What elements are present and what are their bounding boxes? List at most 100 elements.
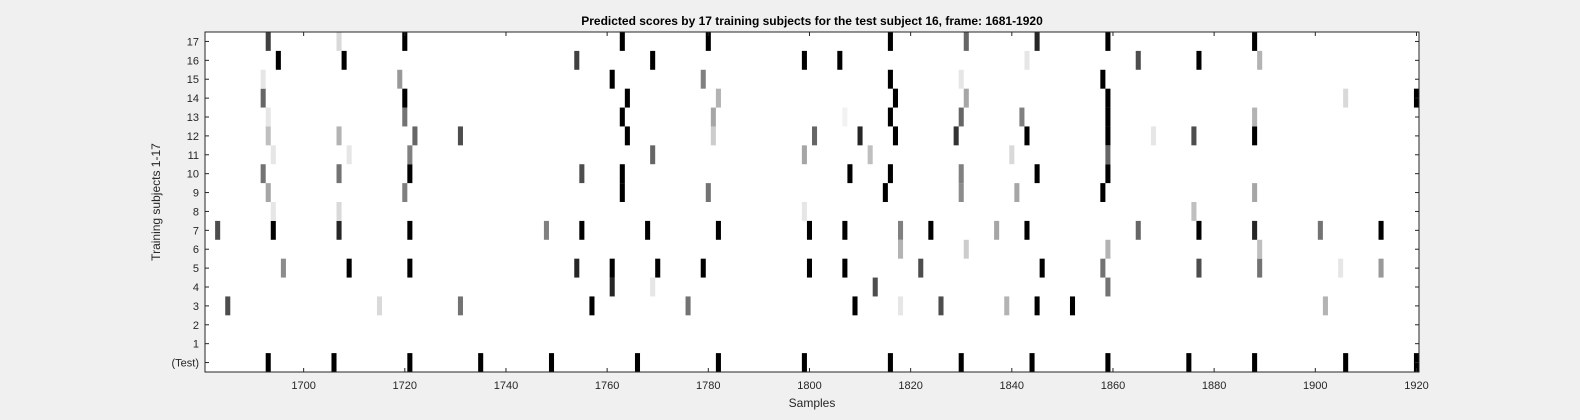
heatmap-cell (1100, 69, 1106, 89)
heatmap-cell (1105, 277, 1111, 297)
heatmap-cell (346, 145, 352, 165)
x-tick-label: 1720 (393, 380, 417, 392)
heatmap-cell (857, 126, 863, 146)
heatmap-cell (336, 126, 342, 146)
heatmap-cell (1317, 220, 1323, 240)
heatmap-cell (887, 353, 893, 372)
heatmap-cell (842, 107, 848, 127)
heatmap-cell (650, 277, 656, 297)
x-tick-label: 1740 (494, 380, 518, 392)
heatmap-cell (1191, 126, 1197, 146)
heatmap-cell (574, 258, 580, 278)
heatmap-cell (407, 258, 413, 278)
heatmap-cell (715, 88, 721, 108)
heatmap-cell (619, 107, 625, 127)
heatmap-cell (928, 220, 934, 240)
heatmap-cell (650, 145, 656, 165)
heatmap-cell (1004, 296, 1010, 316)
x-tick-label: 1780 (696, 380, 720, 392)
heatmap-cell (958, 353, 964, 372)
heatmap-cell (806, 220, 812, 240)
heatmap-cell (457, 296, 463, 316)
y-tick-label: 17 (187, 36, 199, 48)
heatmap-cell (1105, 239, 1111, 259)
heatmap-cell (1105, 145, 1111, 165)
heatmap-cell (265, 32, 271, 51)
heatmap-cell (619, 32, 625, 51)
heatmap-cell (801, 50, 807, 70)
heatmap-cell (619, 164, 625, 184)
heatmap-cell (887, 32, 893, 51)
heatmap-cell (346, 258, 352, 278)
y-axis-label: Training subjects 1-17 (149, 143, 163, 261)
heatmap-cell (887, 164, 893, 184)
plot-area (205, 32, 1419, 372)
heatmap-cell (887, 69, 893, 89)
heatmap-cell (897, 296, 904, 316)
heatmap-cell (1034, 32, 1040, 51)
heatmap-cell (645, 220, 651, 240)
heatmap-cell (897, 220, 904, 240)
heatmap-cell (1257, 258, 1263, 278)
heatmap-cell (280, 258, 286, 278)
heatmap-cell (270, 220, 276, 240)
heatmap-cell (397, 69, 403, 89)
heatmap-cell (655, 258, 661, 278)
heatmap-cell (579, 220, 585, 240)
y-tick-label: 13 (187, 112, 199, 124)
x-tick-label: 1880 (1202, 380, 1226, 392)
heatmap-cell (806, 258, 812, 278)
heatmap-cell (710, 107, 716, 127)
heatmap-cell (953, 126, 959, 146)
heatmap-cell (548, 353, 555, 372)
heatmap-cell (1322, 296, 1328, 316)
y-tick-label: 14 (187, 93, 199, 105)
heatmap-cell (1135, 50, 1141, 70)
heatmap-cell (1100, 183, 1106, 202)
heatmap-cell (1014, 183, 1020, 202)
heatmap-cell (1034, 296, 1040, 316)
heatmap-cell (260, 164, 266, 184)
heatmap-cell (801, 353, 807, 372)
heatmap-cell (457, 126, 463, 146)
heatmap-cell (1024, 126, 1030, 146)
heatmap-cell (407, 145, 413, 165)
heatmap-cell (1186, 353, 1192, 372)
heatmap-cell (1105, 353, 1111, 372)
heatmap-cell (1105, 126, 1111, 146)
x-tick-label: 1900 (1303, 380, 1327, 392)
heatmap-cell (801, 145, 807, 165)
heatmap-cell (812, 126, 818, 146)
heatmap-cell (700, 258, 706, 278)
x-tick-label: 1700 (291, 380, 315, 392)
heatmap-cell (963, 239, 969, 259)
heatmap-cell (1338, 258, 1344, 278)
heatmap-cell (705, 183, 711, 202)
heatmap-cell (1100, 258, 1106, 278)
heatmap-cell (1029, 353, 1035, 372)
x-tick-label: 1840 (1000, 380, 1024, 392)
heatmap-cell (892, 126, 898, 146)
x-tick-label: 1800 (797, 380, 821, 392)
heatmap-cell (260, 69, 266, 89)
heatmap-cell (407, 220, 413, 240)
heatmap-cell (938, 296, 944, 316)
heatmap-cell (1252, 220, 1258, 240)
heatmap-cell (376, 296, 383, 316)
x-tick-label: 1860 (1101, 380, 1125, 392)
heatmap-cell (994, 220, 1000, 240)
heatmap-cell (265, 183, 271, 202)
heatmap-cell (336, 164, 342, 184)
heatmap-cell (1024, 220, 1030, 240)
heatmap-cell (402, 107, 408, 127)
heatmap-cell (685, 296, 691, 316)
heatmap-cell (963, 32, 969, 51)
y-tick-label: 9 (193, 188, 199, 200)
x-tick-label: 1820 (898, 380, 922, 392)
heatmap-cell (260, 88, 266, 108)
y-tick-label: 11 (188, 150, 199, 162)
heatmap-cell (887, 107, 893, 127)
heatmap-cell (579, 164, 585, 184)
heatmap-cell (958, 107, 964, 127)
